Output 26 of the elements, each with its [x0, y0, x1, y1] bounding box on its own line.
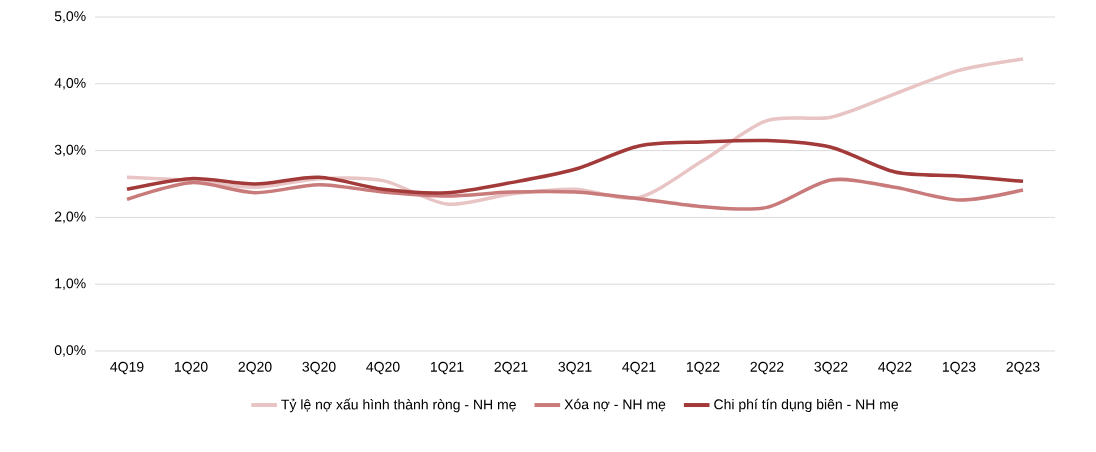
x-tick-label: 1Q20 [174, 361, 208, 375]
x-tick-label: 3Q22 [814, 361, 848, 375]
x-tick-label: 4Q22 [878, 361, 912, 375]
line-series [125, 138, 1025, 195]
line-series [125, 177, 1025, 211]
x-tick-label: 1Q22 [686, 361, 720, 375]
legend-label: Tỷ lệ nợ xấu hình thành ròng - NH mẹ [281, 398, 516, 413]
legend-label: Xóa nợ - NH mẹ [564, 398, 666, 412]
x-tick-label: 4Q21 [622, 361, 656, 375]
y-tick-label: 1,0% [55, 278, 86, 290]
x-tick-label: 3Q20 [302, 361, 336, 375]
y-tick-label: 2,0% [54, 211, 86, 224]
x-tick-label: 1Q23 [942, 361, 976, 375]
x-tick-label: 4Q20 [366, 361, 400, 375]
y-tick-label: 4,0% [54, 78, 86, 90]
y-tick-label: 0,0% [54, 345, 86, 357]
x-tick-label: 2Q20 [238, 361, 272, 375]
legend-label: Chi phí tín dụng biên - NH mẹ [714, 398, 899, 413]
x-tick-label: 2Q21 [494, 361, 528, 375]
x-tick-label: 2Q22 [750, 361, 784, 375]
y-tick-label: 5,0% [54, 11, 86, 23]
x-tick-label: 2Q23 [1006, 361, 1040, 375]
x-tick-label: 4Q19 [110, 361, 144, 375]
x-tick-label: 3Q21 [558, 361, 592, 375]
x-tick-label: 1Q21 [430, 361, 464, 375]
y-tick-label: 3,0% [54, 144, 86, 157]
